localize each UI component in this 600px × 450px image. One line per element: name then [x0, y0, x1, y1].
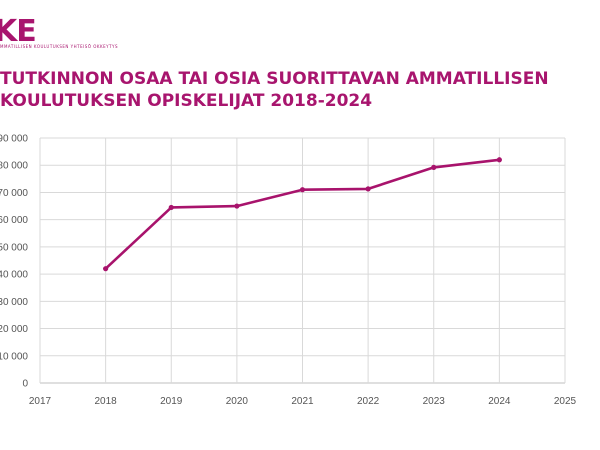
- y-tick-label: 30 000: [0, 297, 28, 308]
- y-tick-label: 70 000: [0, 188, 28, 199]
- y-tick-label: 60 000: [0, 215, 28, 226]
- data-point: [168, 204, 174, 211]
- y-tick-label: 0: [22, 379, 28, 390]
- chart-title-line-2: KOULUTUKSEN OPISKELIJAT 2018-2024: [0, 91, 373, 111]
- y-tick-label: 10 000: [0, 351, 28, 362]
- y-tick-label: 20 000: [0, 324, 28, 335]
- data-point: [365, 186, 371, 192]
- chart-title: TUTKINNON OSAA TAI OSIA SUORITTAVAN AMMA…: [0, 68, 600, 112]
- x-tick-label: 2021: [291, 396, 314, 407]
- y-tick-label: 40 000: [0, 270, 28, 281]
- brand-tagline: MMATILLISEN KOULUTUKSEN YHTEISÖ OKKEYTYS: [0, 44, 119, 49]
- chart-title-line-1: TUTKINNON OSAA TAI OSIA SUORITTAVAN AMMA…: [0, 69, 549, 89]
- brand-logo: KE: [0, 14, 37, 49]
- data-point: [234, 203, 240, 209]
- x-tick-label: 2017: [29, 396, 52, 407]
- data-point: [496, 157, 502, 163]
- y-tick-label: 90 000: [0, 134, 28, 145]
- data-point: [103, 266, 109, 272]
- x-tick-label: 2023: [423, 396, 446, 407]
- x-tick-label: 2024: [488, 396, 511, 407]
- y-tick-label: 50 000: [0, 242, 28, 253]
- y-tick-label: 80 000: [0, 161, 28, 172]
- x-tick-label: 2020: [226, 396, 249, 407]
- data-point: [431, 164, 437, 170]
- x-tick-label: 2022: [357, 396, 380, 407]
- x-tick-label: 2018: [95, 396, 118, 407]
- x-tick-label: 2019: [160, 396, 183, 407]
- x-tick-label: 2025: [554, 396, 577, 407]
- data-point: [299, 187, 306, 193]
